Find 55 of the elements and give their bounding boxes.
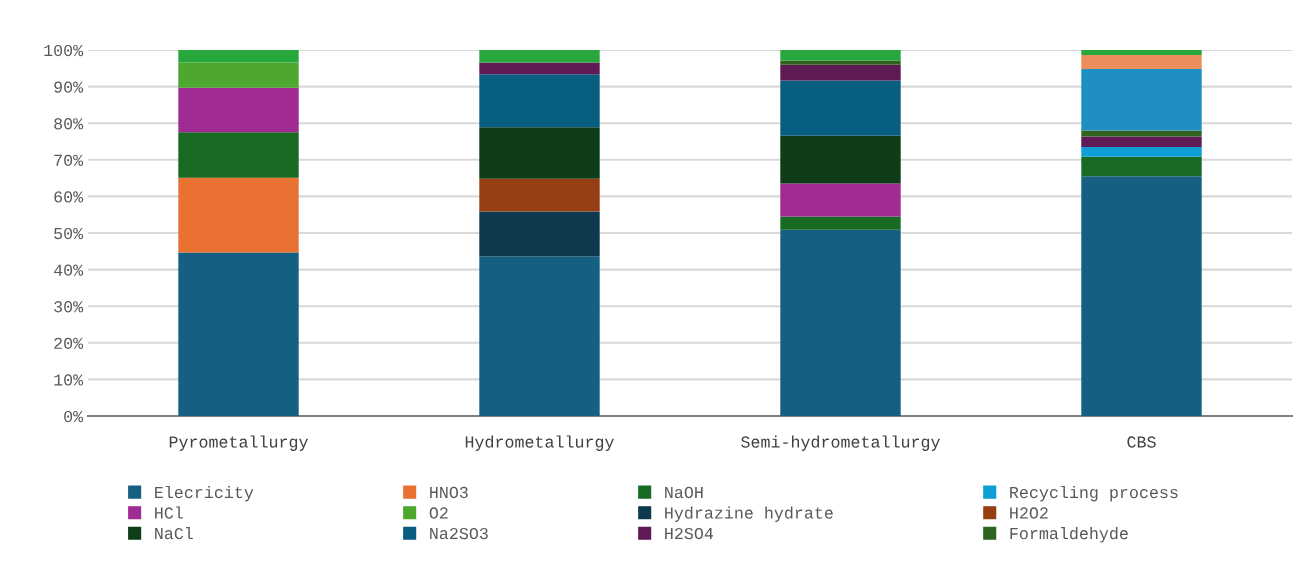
y-tick-label: 80% [54, 118, 84, 130]
y-tick-label: 30% [54, 301, 84, 313]
bar [479, 62, 600, 75]
legend-label: Recycling process [1010, 485, 1178, 502]
bar [1081, 176, 1202, 416]
bar [479, 74, 600, 128]
bar [780, 50, 901, 61]
x-tick-label: Pyrometallurgy [169, 435, 308, 451]
y-tick-label: 10% [54, 374, 84, 386]
x-tick-label: Semi-hydrometallurgy [741, 435, 940, 451]
y-tick-label: 60% [54, 191, 84, 203]
y-tick-label: 90% [54, 81, 84, 93]
bar [780, 80, 901, 136]
bar [178, 87, 299, 133]
bar [1081, 156, 1202, 177]
x-tick-label: CBS [1127, 436, 1156, 448]
legend-label: O2 [429, 507, 448, 519]
y-tick-label: 40% [53, 264, 84, 276]
bar [780, 60, 901, 65]
y-tick-label: 0% [64, 410, 84, 423]
bar [780, 64, 901, 81]
x-tick-label: Hydrometallurgy [465, 435, 614, 451]
bar [1081, 146, 1202, 157]
bar [479, 211, 600, 257]
bar [1081, 55, 1202, 70]
bar [780, 183, 901, 217]
bar [479, 50, 600, 63]
legend-label: H2O2 [1010, 507, 1048, 519]
legend-label: Hydrazine hydrate [665, 506, 833, 522]
legend-label: H2SO4 [665, 527, 714, 540]
y-tick-label: 70% [54, 154, 84, 166]
bar [479, 127, 600, 179]
bar [479, 256, 600, 416]
legend-label: Elecricity [155, 485, 254, 502]
legend-label: HCl [155, 506, 183, 519]
y-tick-label: 100% [44, 44, 84, 57]
y-tick-label: 20% [54, 337, 84, 349]
bar [178, 132, 299, 178]
bar [780, 229, 901, 416]
y-tick-label: 50% [54, 227, 84, 240]
legend-label: Na2SO3 [430, 527, 488, 540]
bar [1081, 69, 1202, 131]
bar [479, 178, 600, 212]
bar [178, 62, 299, 88]
legend-label: NaOH [665, 486, 703, 499]
legend-label: NaCl [155, 526, 193, 540]
legend-label: Formaldehyde [1010, 526, 1128, 543]
bar [178, 252, 299, 416]
bar [1081, 50, 1202, 56]
bar [780, 216, 901, 230]
legend-label: HNO3 [430, 486, 468, 499]
bar [1081, 136, 1202, 147]
bar [780, 135, 901, 184]
bar [178, 177, 299, 253]
bar [178, 50, 299, 63]
